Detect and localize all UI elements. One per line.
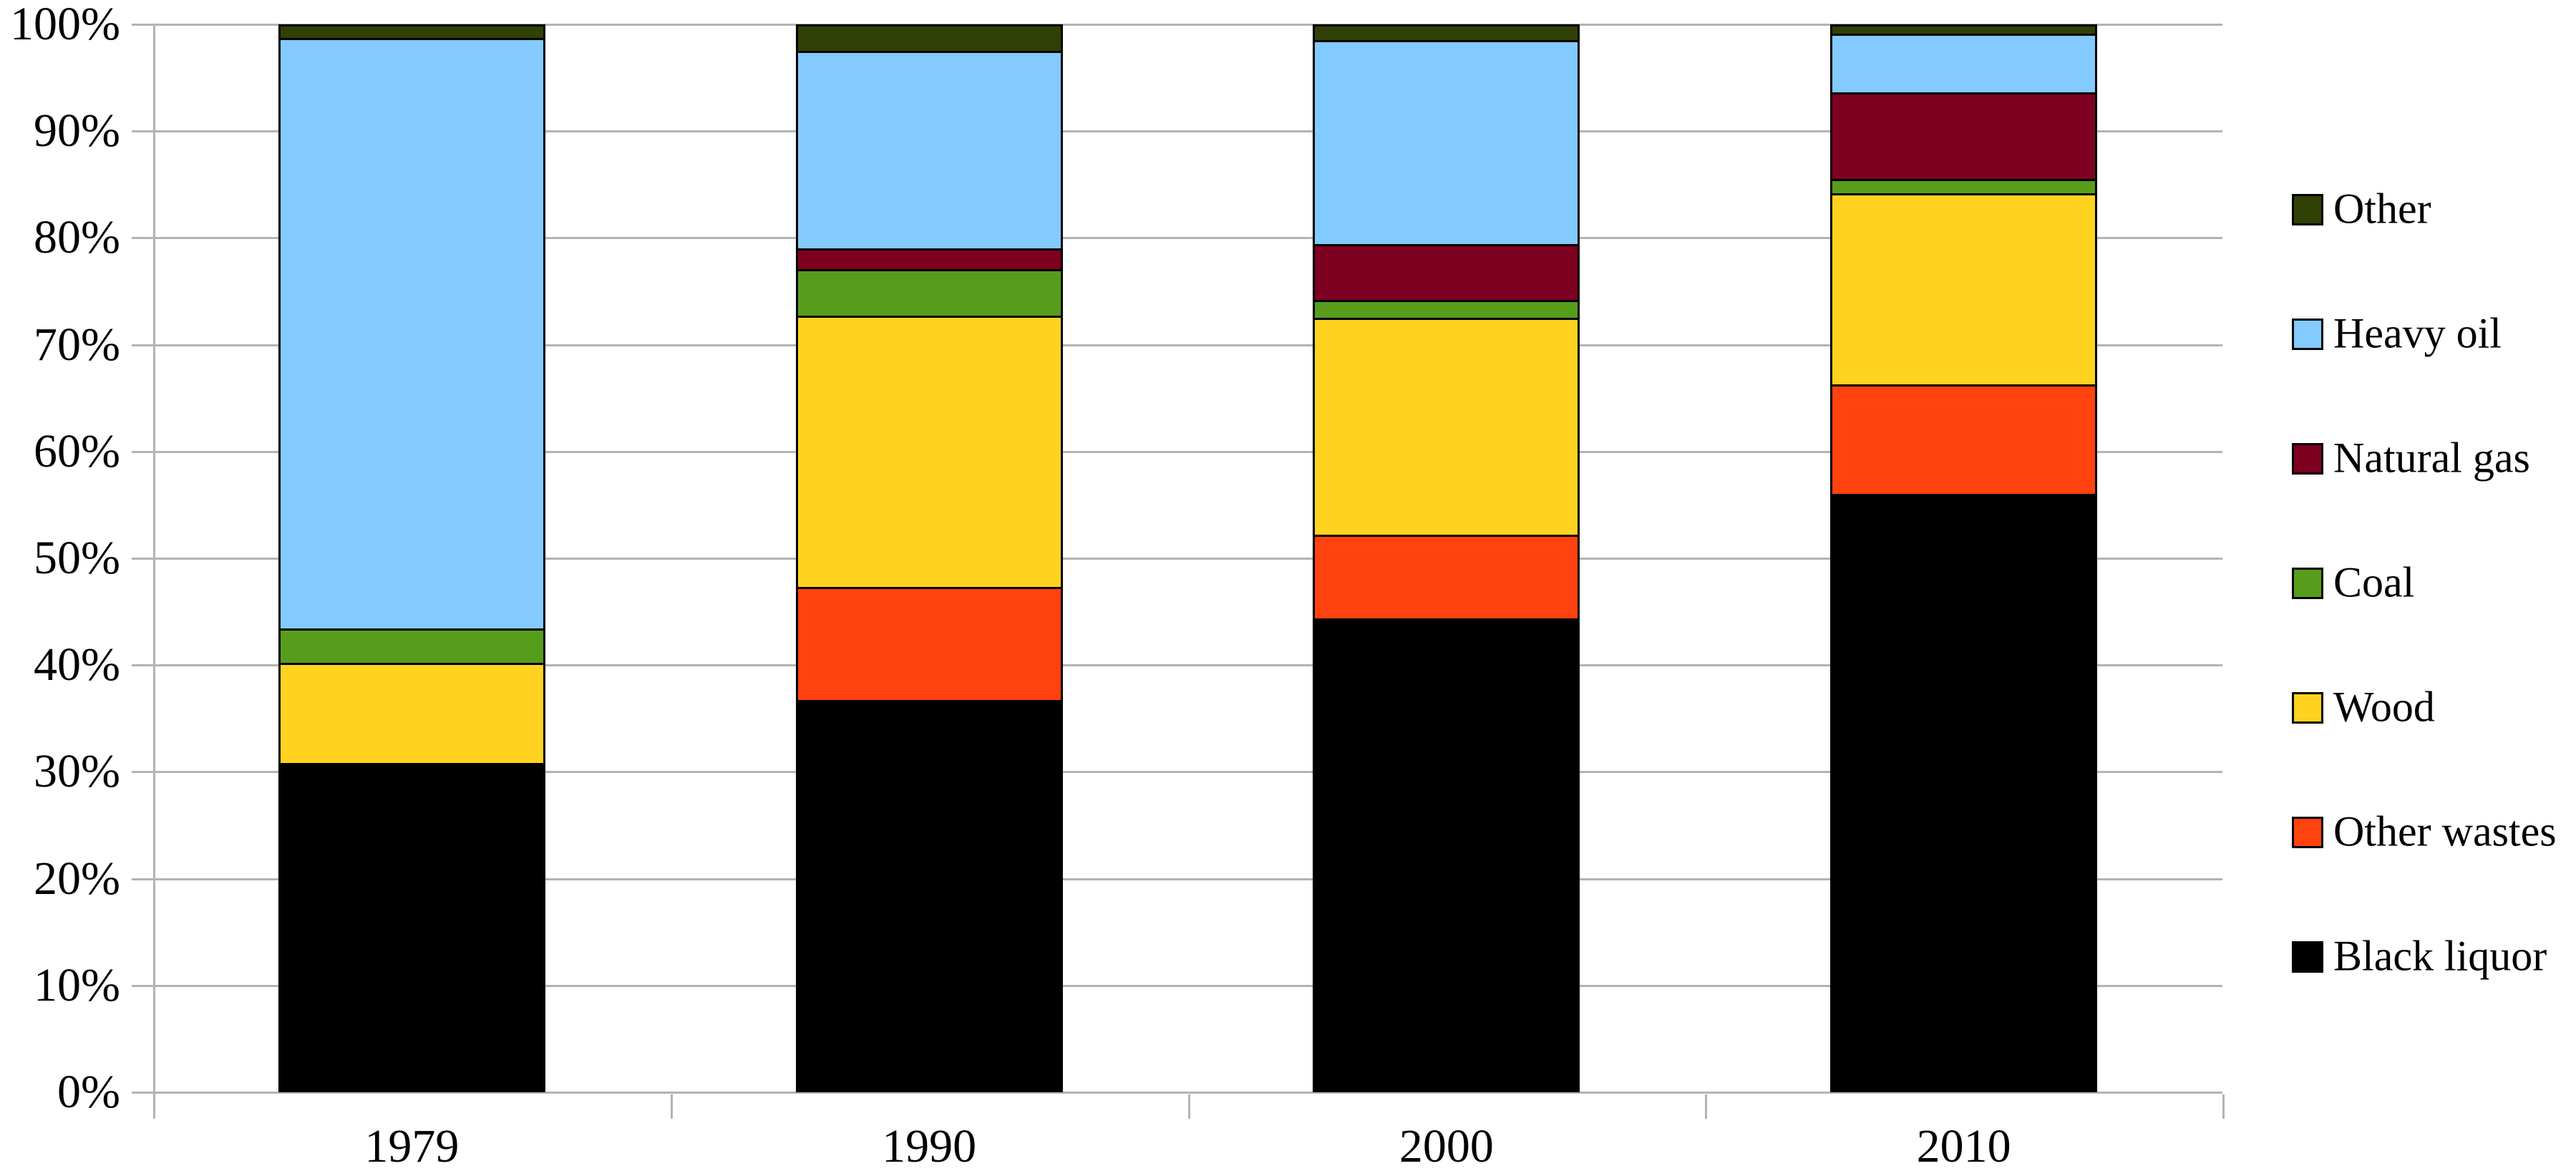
x-axis-tick [153, 1094, 155, 1119]
legend-item-other: Other [2292, 185, 2564, 233]
y-axis-tick [132, 344, 153, 346]
legend-swatch-heavy-oil [2292, 319, 2323, 350]
y-axis-tick [132, 558, 153, 560]
y-axis-line [153, 24, 155, 1094]
y-tick-label: 90% [34, 105, 120, 157]
legend-label: Other [2333, 185, 2431, 233]
y-tick-label: 80% [34, 211, 120, 264]
y-axis-tick [132, 237, 153, 240]
gridline [153, 24, 2222, 26]
gridline [153, 558, 2222, 560]
bar-segment-natural-gas [1830, 92, 2098, 182]
bar-segment-wood [1313, 318, 1580, 538]
y-tick-label: 30% [34, 745, 120, 798]
x-axis-tick [1187, 1094, 1190, 1119]
legend-label: Black liquor [2333, 932, 2547, 980]
bar-segment-wood [278, 663, 545, 766]
bar-segment-coal [1313, 299, 1580, 321]
bar-segment-other-wastes [1830, 384, 2098, 497]
legend-swatch-wood [2292, 692, 2323, 724]
legend-item-wood: Wood [2292, 684, 2564, 731]
y-tick-label: 0% [57, 1066, 120, 1118]
bar-segment-coal [278, 628, 545, 666]
legend-label: Other wastes [2333, 807, 2557, 855]
legend-label: Heavy oil [2333, 309, 2502, 357]
y-axis-tick [132, 450, 153, 453]
bar-segment-heavy-oil [795, 51, 1063, 251]
gridline [153, 344, 2222, 346]
legend-label: Natural gas [2333, 434, 2530, 482]
bar-segment-other [1830, 24, 2098, 37]
bar-segment-heavy-oil [1313, 40, 1580, 247]
legend-swatch-other [2292, 194, 2323, 225]
y-tick-label: 20% [34, 852, 120, 905]
gridline [153, 237, 2222, 240]
y-tick-label: 50% [34, 532, 120, 584]
bar-segment-heavy-oil [278, 38, 545, 631]
bar-segment-other [1313, 24, 1580, 43]
y-axis-tick [132, 130, 153, 133]
y-axis-tick [132, 878, 153, 880]
bar-segment-other [795, 24, 1063, 54]
legend-swatch-natural-gas [2292, 443, 2323, 475]
bar-segment-natural-gas [795, 248, 1063, 271]
y-tick-label: 70% [34, 318, 120, 371]
y-axis-tick [132, 771, 153, 774]
legend-item-black-liquor: Black liquor [2292, 933, 2564, 980]
legend-item-natural-gas: Natural gas [2292, 434, 2564, 482]
y-tick-label: 60% [34, 424, 120, 477]
y-axis-tick [132, 1092, 153, 1094]
y-tick-label: 10% [34, 958, 120, 1011]
x-axis-label: 2000 [1399, 1120, 1494, 1172]
legend-label: Wood [2333, 683, 2435, 731]
gridline [153, 664, 2222, 667]
bar-segment-wood [1830, 193, 2098, 387]
x-axis-label: 1979 [364, 1120, 460, 1172]
bar-segment-other [278, 24, 545, 41]
legend-item-heavy-oil: Heavy oil [2292, 310, 2564, 357]
legend-swatch-other-wastes [2292, 817, 2323, 848]
y-axis-tick [132, 664, 153, 667]
gridline [153, 878, 2222, 880]
bar-segment-black-liquor [795, 700, 1063, 1092]
y-tick-label: 40% [34, 638, 120, 691]
bar-segment-black-liquor [278, 763, 545, 1092]
bar-segment-natural-gas [1313, 244, 1580, 302]
bar-segment-coal [1830, 179, 2098, 195]
legend-swatch-coal [2292, 568, 2323, 599]
gridline [153, 1092, 2222, 1094]
legend-item-coal: Coal [2292, 559, 2564, 606]
y-tick-label: 100% [10, 0, 120, 50]
x-axis-tick [670, 1094, 673, 1119]
y-axis-tick [132, 24, 153, 26]
bar-segment-coal [795, 268, 1063, 319]
legend-label: Coal [2333, 558, 2415, 606]
gridline [153, 771, 2222, 774]
bar-segment-wood [795, 316, 1063, 590]
gridline [153, 984, 2222, 987]
x-axis-tick [1705, 1094, 1708, 1119]
gridline [153, 130, 2222, 133]
bar-segment-other-wastes [795, 587, 1063, 703]
bar-segment-other-wastes [1313, 535, 1580, 621]
bar-segment-black-liquor [1830, 494, 2098, 1092]
y-axis-tick [132, 984, 153, 987]
legend-item-other-wastes: Other wastes [2292, 808, 2564, 855]
x-axis-label: 1990 [882, 1120, 977, 1172]
x-axis-tick [2222, 1094, 2225, 1119]
x-axis-label: 2010 [1916, 1120, 2011, 1172]
gridline [153, 450, 2222, 453]
legend-swatch-black-liquor [2292, 941, 2323, 973]
bar-segment-black-liquor [1313, 618, 1580, 1092]
bar-segment-heavy-oil [1830, 34, 2098, 95]
